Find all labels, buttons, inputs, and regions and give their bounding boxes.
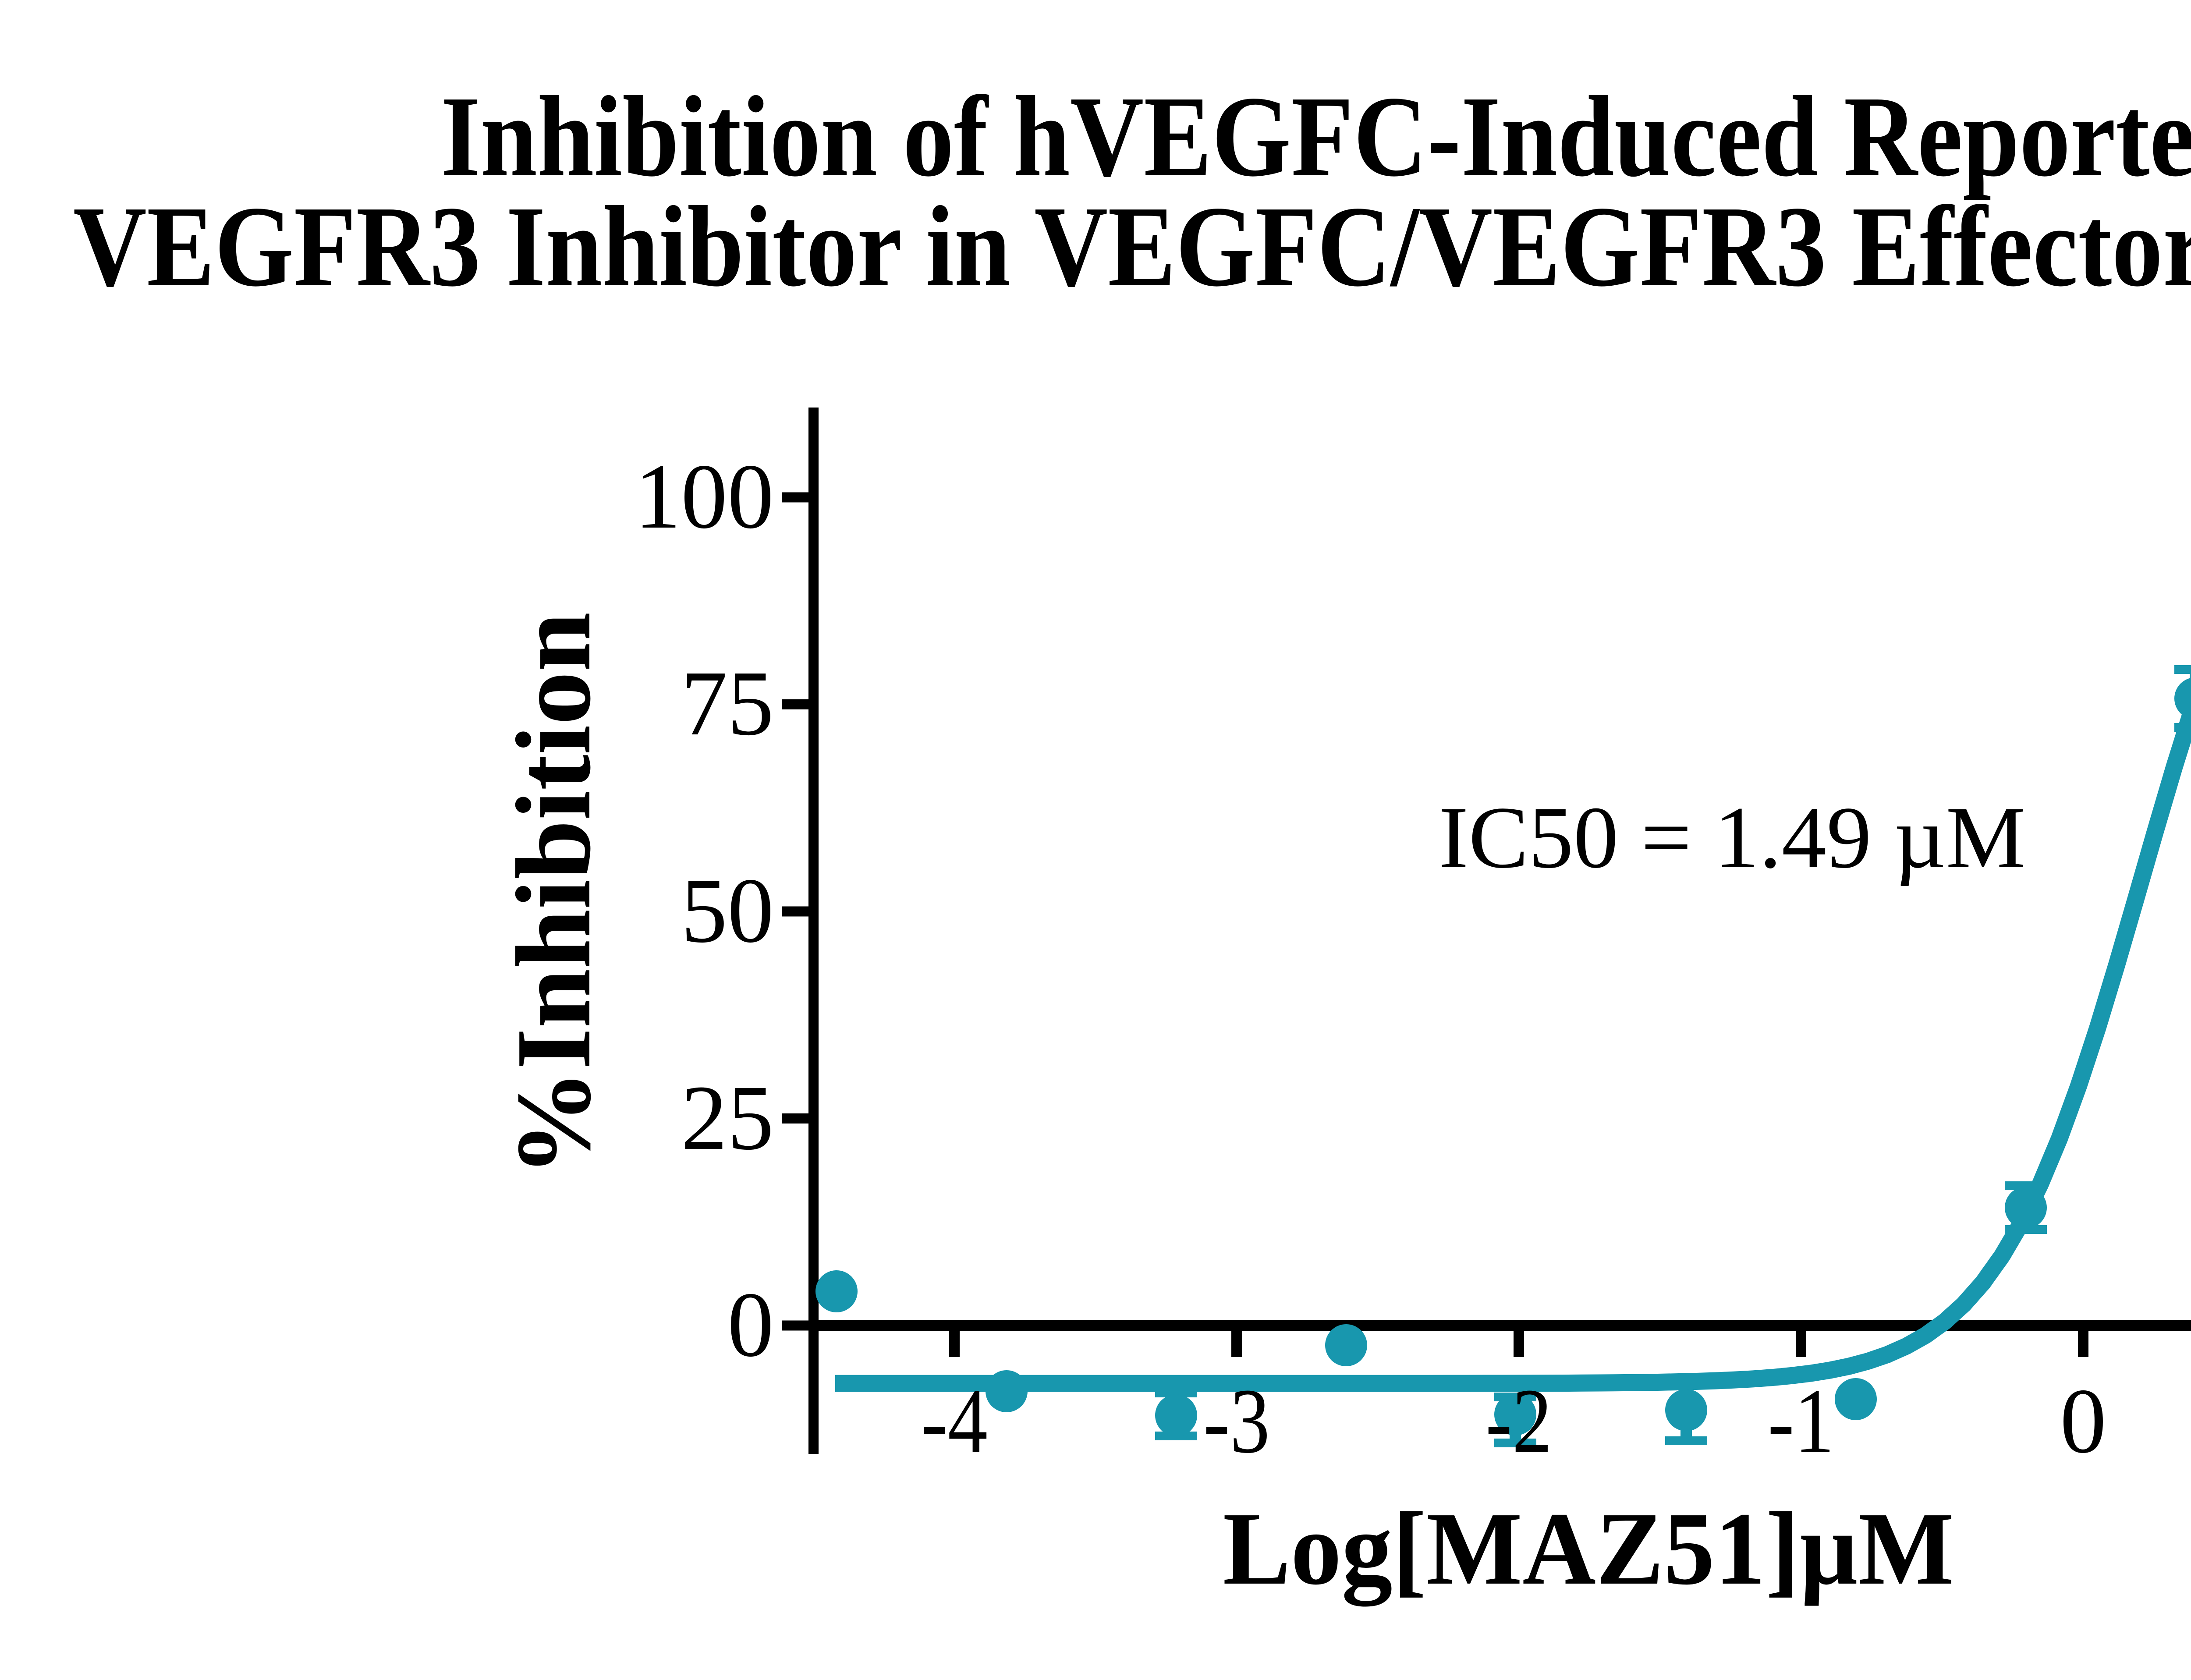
svg-text:%Inhibition: %Inhibition: [494, 612, 613, 1177]
svg-text:-2: -2: [1485, 1369, 1552, 1472]
svg-text:50: 50: [681, 859, 774, 962]
svg-text:Log[MAZ51]µM: Log[MAZ51]µM: [1223, 1491, 1954, 1606]
svg-text:100: 100: [635, 445, 774, 548]
svg-text:0: 0: [2060, 1369, 2106, 1472]
svg-text:-1: -1: [1768, 1369, 1834, 1472]
svg-text:Inhibition of hVEGFC-Induced R: Inhibition of hVEGFC-Induced Reporter Ac…: [441, 73, 2191, 201]
svg-text:VEGFR3 Inhibitor in VEGFC/VEGF: VEGFR3 Inhibitor in VEGFC/VEGFR3 Effecto…: [73, 183, 2191, 311]
svg-text:25: 25: [681, 1066, 774, 1169]
svg-text:-4: -4: [921, 1369, 988, 1472]
svg-text:IC50 = 1.49 µM: IC50 = 1.49 µM: [1439, 788, 2026, 886]
svg-text:0: 0: [727, 1273, 774, 1376]
svg-text:75: 75: [681, 652, 774, 755]
svg-text:-3: -3: [1203, 1369, 1270, 1472]
